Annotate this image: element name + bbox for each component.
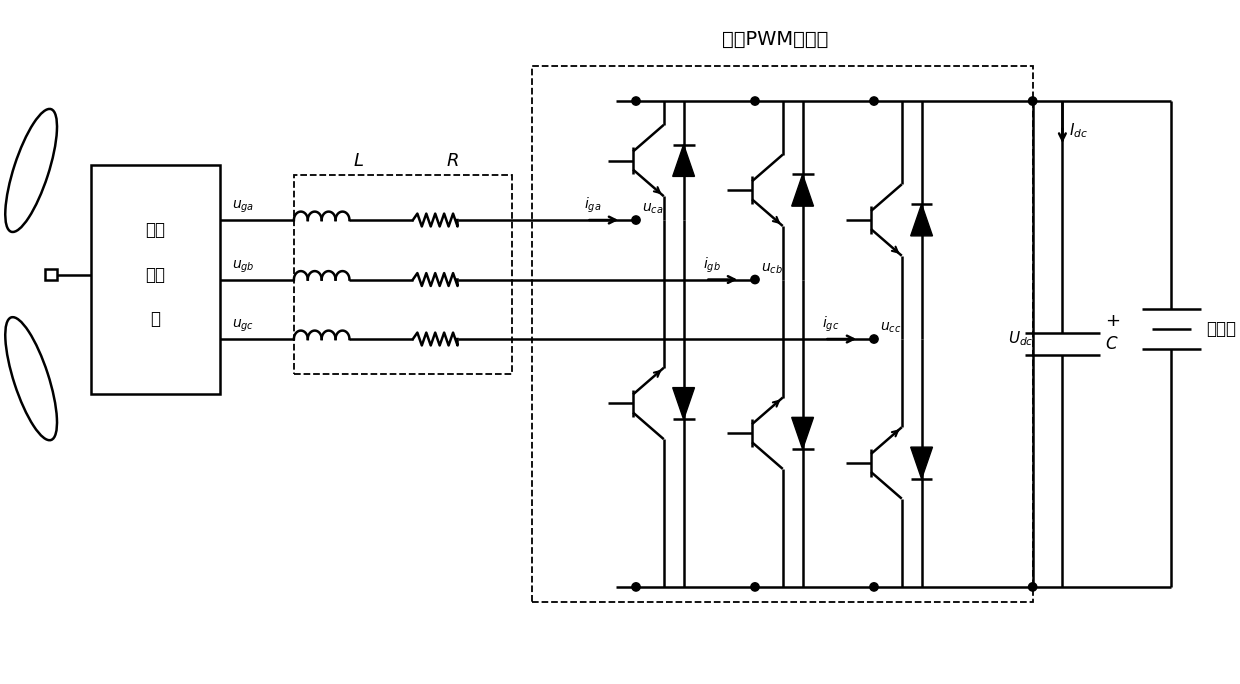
Text: $u_{ca}$: $u_{ca}$: [642, 202, 663, 216]
Text: 风力: 风力: [145, 221, 165, 239]
Circle shape: [1028, 97, 1037, 105]
Bar: [294, 175, 512, 373]
Circle shape: [632, 216, 640, 224]
Text: $u_{cb}$: $u_{cb}$: [761, 261, 782, 276]
Text: +: +: [1105, 312, 1120, 330]
Ellipse shape: [5, 317, 57, 440]
Circle shape: [751, 276, 759, 284]
Text: $C$: $C$: [1105, 335, 1118, 353]
Circle shape: [1028, 583, 1037, 591]
Text: $u_{ga}$: $u_{ga}$: [232, 199, 254, 215]
Circle shape: [632, 97, 640, 105]
Polygon shape: [672, 388, 694, 419]
Polygon shape: [791, 174, 813, 206]
Text: 发电: 发电: [145, 265, 165, 284]
Text: $I_{dc}$: $I_{dc}$: [1069, 122, 1089, 140]
Text: $u_{cc}$: $u_{cc}$: [880, 321, 901, 335]
Text: 三相PWM变流器: 三相PWM变流器: [722, 29, 828, 49]
Polygon shape: [910, 204, 932, 236]
Bar: [91, 166, 219, 393]
Text: $u_{gc}$: $u_{gc}$: [232, 318, 254, 334]
Circle shape: [751, 583, 759, 591]
Circle shape: [869, 583, 878, 591]
Text: $u_{gb}$: $u_{gb}$: [232, 259, 255, 274]
Polygon shape: [910, 447, 932, 479]
Bar: [532, 66, 1033, 602]
Circle shape: [751, 97, 759, 105]
Text: $i_{ga}$: $i_{ga}$: [584, 196, 601, 215]
Polygon shape: [791, 417, 813, 449]
Ellipse shape: [5, 109, 57, 232]
Text: $U_{dc}$: $U_{dc}$: [1008, 330, 1033, 348]
Bar: [45, 269, 57, 280]
Circle shape: [869, 97, 878, 105]
Text: $i_{gb}$: $i_{gb}$: [703, 255, 722, 274]
Text: $i_{gc}$: $i_{gc}$: [822, 315, 839, 334]
Circle shape: [869, 335, 878, 343]
Text: $R$: $R$: [446, 153, 459, 170]
Circle shape: [632, 583, 640, 591]
Polygon shape: [672, 145, 694, 176]
Text: 蓄电池: 蓄电池: [1207, 320, 1236, 338]
Text: 机: 机: [150, 310, 160, 328]
Text: $L$: $L$: [353, 153, 363, 170]
